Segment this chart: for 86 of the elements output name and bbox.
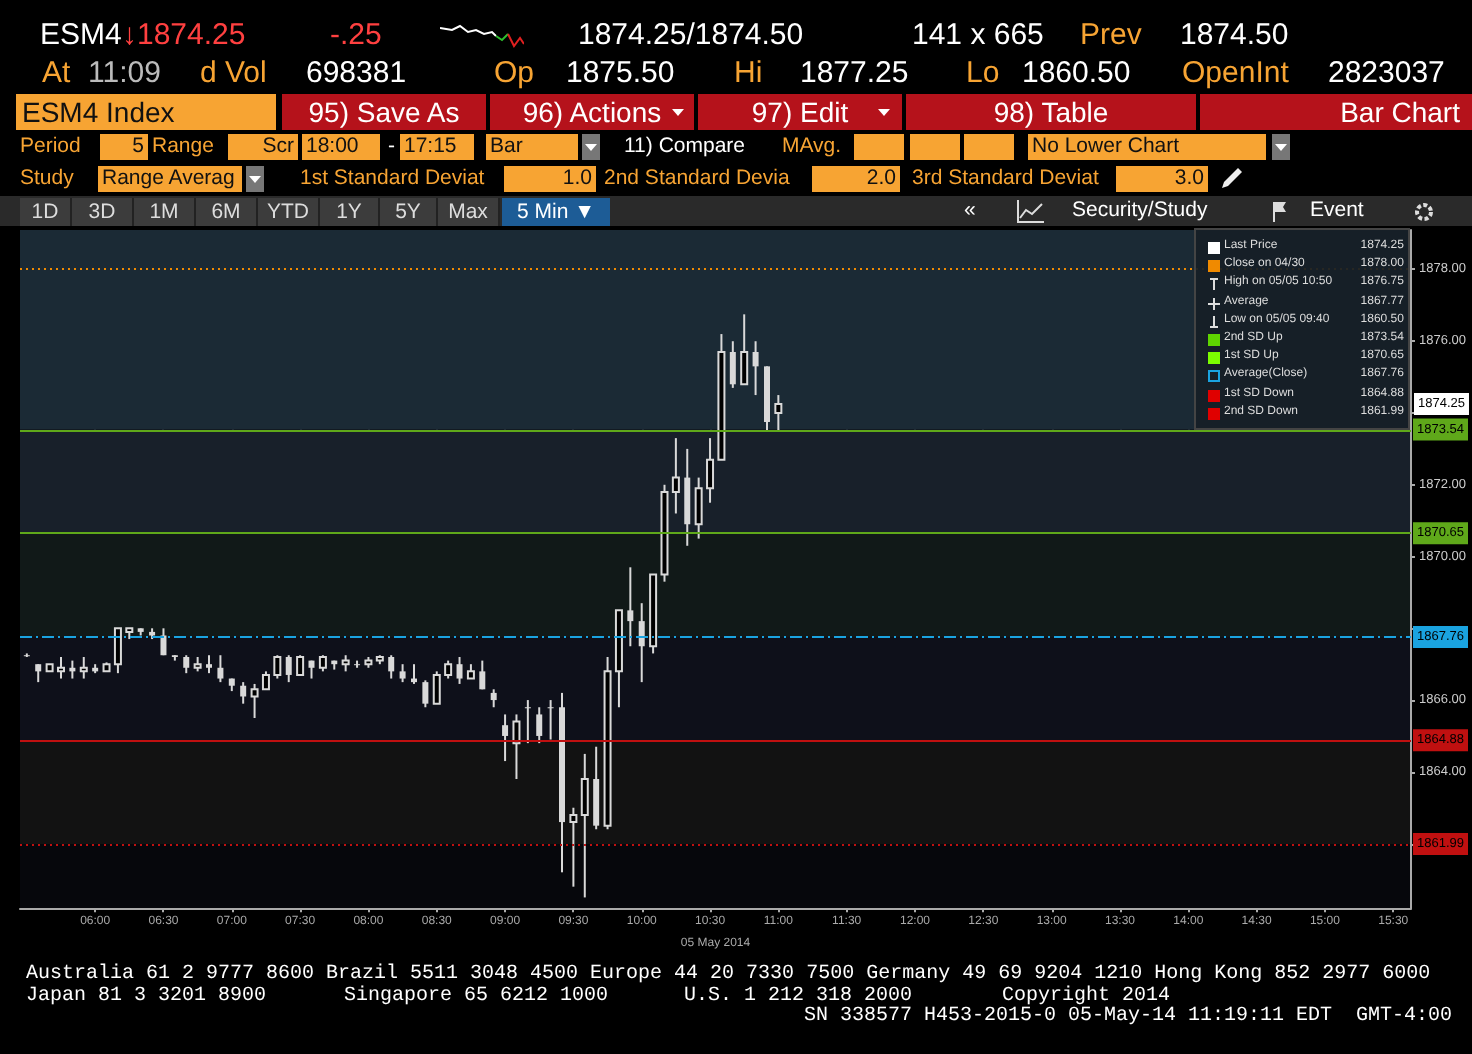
- text: 1877.25: [800, 56, 909, 90]
- text: -.25: [330, 18, 382, 52]
- text: 5: [100, 134, 148, 160]
- text: 1874.50: [1180, 18, 1289, 52]
- text: ESM4: [40, 18, 122, 52]
- text: 698381: [306, 56, 407, 90]
- text: 3rd Standard Deviat: [912, 166, 1099, 192]
- candlestick: [240, 681, 247, 705]
- text: ESM4 Index: [16, 94, 276, 130]
- candlestick: [512, 713, 521, 781]
- candlestick: [593, 745, 600, 831]
- text: Scr: [228, 134, 298, 160]
- text: 18:00: [302, 134, 380, 160]
- candlestick: [422, 679, 429, 709]
- text: YTD: [258, 198, 320, 226]
- candlestick: [388, 654, 395, 680]
- text: 3.0: [1116, 166, 1208, 192]
- candlestick: [296, 654, 305, 676]
- candlestick: [547, 699, 554, 741]
- text: Japan 81 3 3201 8900: [26, 986, 267, 1008]
- text: Lo: [966, 56, 1000, 90]
- candlestick: [479, 659, 486, 691]
- text: 5Y: [380, 198, 438, 226]
- text: 95) Save As: [282, 94, 486, 130]
- text: Max: [438, 198, 500, 226]
- text: Op: [494, 56, 535, 90]
- text: Range: [152, 134, 214, 160]
- candlestick: [456, 656, 463, 685]
- text: OpenInt: [1182, 56, 1289, 90]
- candlestick: [729, 340, 736, 389]
- text: 11:09: [88, 56, 161, 90]
- text: Security/Study: [1072, 198, 1208, 224]
- text: At: [42, 56, 71, 90]
- text: U.S. 1 212 318 2000: [684, 986, 913, 1008]
- text: 1D: [20, 198, 72, 226]
- text: Study: [20, 166, 74, 192]
- text: 1Y: [320, 198, 380, 226]
- text: 2nd Standard Devia: [604, 166, 790, 192]
- candlestick: [160, 627, 167, 657]
- candlestick: [524, 699, 531, 745]
- candlestick: [638, 602, 645, 684]
- candlestick: [684, 447, 691, 547]
- candlestick: [217, 654, 224, 684]
- text: 1M: [134, 198, 196, 226]
- candlestick: [285, 654, 292, 684]
- text: 6M: [196, 198, 258, 226]
- text: 1.0: [504, 166, 596, 192]
- text: Singapore 65 6212 1000: [344, 986, 609, 1008]
- text: 96) Actions: [490, 94, 694, 130]
- candlestick: [671, 437, 680, 515]
- text: Bar Chart: [1200, 94, 1472, 130]
- text: ↓1874.25: [122, 18, 246, 52]
- text: MAvg.: [782, 134, 842, 160]
- text: 1st Standard Deviat: [300, 166, 485, 192]
- text: 98) Table: [906, 94, 1196, 130]
- text: 1875.50: [566, 56, 675, 90]
- text: 11) Compare: [624, 134, 745, 160]
- candlestick: [627, 566, 634, 648]
- text: Prev: [1080, 18, 1142, 52]
- text: Range Averag: [98, 166, 242, 192]
- text: 1860.50: [1022, 56, 1131, 90]
- text: 1874.25/1874.50: [578, 18, 804, 52]
- text: Bar: [486, 134, 578, 160]
- text: 5 Min ▼: [502, 198, 610, 226]
- text: Hi: [734, 56, 763, 90]
- text: Period: [20, 134, 81, 160]
- candlestick: [536, 706, 543, 745]
- text: 2823037: [1328, 56, 1445, 90]
- text: SN 338577 H453-2015-0 05-May-14 11:19:11 EDT GMT-4:00: [801, 1006, 1452, 1028]
- text: No Lower Chart: [1028, 134, 1266, 160]
- text: 3D: [72, 198, 134, 226]
- candlestick: [774, 394, 783, 432]
- candlestick: [752, 340, 759, 397]
- text: -: [388, 134, 395, 160]
- text: 141 x 665: [912, 18, 1044, 52]
- candlestick: [502, 713, 509, 763]
- candlestick: [79, 656, 88, 680]
- text: 2.0: [812, 166, 900, 192]
- text: Event: [1310, 198, 1364, 224]
- candlestick: [740, 313, 749, 386]
- text: Australia 61 2 9777 8600 Brazil 5511 3048 4500 Europe 44 20 7330 7500 Germany 49 69 9204 1210 Hong Kong 852 2977 6000: [26, 964, 1431, 986]
- text: 17:15: [400, 134, 474, 160]
- text: «: [964, 198, 976, 224]
- text: Copyright 2014: [1002, 986, 1171, 1008]
- text: 97) Edit: [698, 94, 902, 130]
- text: d Vol: [200, 56, 267, 90]
